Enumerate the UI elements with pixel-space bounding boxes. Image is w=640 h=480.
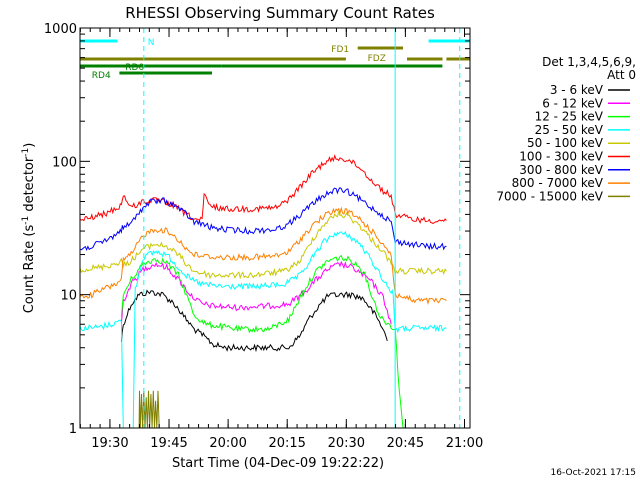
series-lines [79, 154, 447, 429]
flag-bar-5-0 [119, 71, 212, 75]
y-tick-label-2: 10 [60, 289, 77, 304]
y-label-mid: detector [22, 156, 37, 216]
legend-header-2: Att 0 [607, 68, 636, 82]
flag-label-1: FD1 [331, 45, 349, 55]
series-line-3 [79, 230, 447, 429]
x-tick-label-6: 21:00 [446, 436, 483, 451]
flag-bar-2-0 [80, 57, 346, 61]
chart-title: RHESSI Observing Summary Count Rates [125, 4, 435, 22]
legend-label-0: 3 - 6 keV [550, 83, 604, 97]
series-line-1 [120, 260, 392, 325]
legend-label-3: 25 - 50 keV [535, 123, 604, 137]
legend-header-1: Det 1,3,4,5,6,9, [542, 55, 636, 69]
series-line-5 [79, 154, 447, 225]
x-axis: 19:30 19:45 20:00 20:15 20:30 20:45 21:00 [79, 28, 483, 451]
legend-label-8: 7000 - 15000 keV [496, 189, 603, 203]
y-tick-label-1: 100 [52, 155, 77, 170]
y-tick-label-0: 1000 [44, 22, 77, 37]
series-line-8 [138, 390, 160, 429]
y-axis-label: Count Rate (s-1 detector-1) [21, 143, 37, 314]
y-label-main: Count Rate (s [22, 225, 37, 314]
footer-timestamp: 16-Oct-2021 17:15 [551, 468, 636, 478]
x-axis-label: Start Time (04-Dec-09 19:22:22) [172, 456, 384, 471]
x-tick-label-2: 20:00 [209, 436, 246, 451]
legend-label-4: 50 - 100 keV [527, 136, 604, 150]
observing-flags: N FD1 FDZ RD0 RD4 [80, 38, 470, 81]
legend-label-7: 800 - 7000 keV [512, 176, 604, 190]
x-tick-label-4: 20:30 [328, 436, 365, 451]
time-markers [143, 28, 461, 428]
flag-bar-2-1 [407, 57, 443, 61]
flag-label-3: RD0 [125, 63, 144, 73]
y-axis: 1000 100 10 1 [44, 22, 470, 437]
flag-bar-3-0 [446, 57, 470, 61]
y-label-sup2: -1 [21, 148, 31, 157]
legend-label-5: 100 - 300 keV [519, 150, 603, 164]
x-tick-label-3: 20:15 [268, 436, 305, 451]
flag-label-2: FDZ [368, 54, 386, 64]
flag-bar-4-0 [80, 64, 222, 68]
series-line-4 [79, 210, 447, 280]
plot-frame [79, 27, 471, 429]
flag-bar-0-1 [428, 39, 470, 43]
x-tick-label-5: 20:45 [387, 436, 424, 451]
legend-label-1: 6 - 12 keV [542, 96, 604, 110]
x-tick-label-0: 19:30 [91, 436, 128, 451]
series-line-0 [120, 289, 388, 353]
x-tick-label-1: 19:45 [150, 436, 187, 451]
flag-bar-1-0 [357, 46, 403, 50]
series-line-6 [79, 187, 447, 252]
legend-label-6: 300 - 800 keV [519, 163, 603, 177]
legend-label-2: 12 - 25 keV [535, 110, 604, 124]
series-line-2 [120, 254, 404, 429]
y-tick-label-3: 1 [69, 422, 77, 437]
y-label-sup1: -1 [21, 216, 31, 225]
y-label-end: ) [22, 143, 37, 148]
series-line-7 [79, 206, 447, 306]
flag-bar-0-0 [80, 39, 118, 43]
flag-label-0: N [148, 38, 155, 48]
flag-label-4: RD4 [92, 71, 111, 81]
flag-bar-4-1 [221, 64, 443, 68]
